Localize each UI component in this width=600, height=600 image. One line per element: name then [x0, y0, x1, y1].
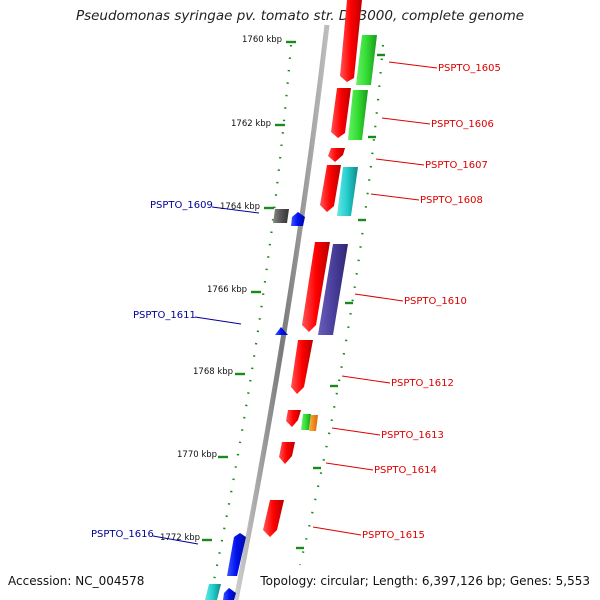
leader-line [370, 193, 420, 201]
ruler-label: 1770 kbp [177, 450, 217, 460]
ruler-label: 1772 kbp [160, 533, 200, 543]
ruler-label: 1768 kbp [193, 367, 233, 377]
feature-blue [223, 588, 236, 600]
leader-line [194, 316, 242, 325]
leader-line [312, 526, 362, 536]
gene-label[interactable]: PSPTO_1608 [420, 195, 483, 206]
gene-label[interactable]: PSPTO_1605 [438, 63, 501, 74]
gene-pspto-1610[interactable] [302, 242, 330, 332]
leader-line [375, 158, 425, 166]
map-title: Pseudomonas syringae pv. tomato str. DC3… [75, 8, 525, 24]
left-gene-labels: PSPTO_1609 PSPTO_1611 PSPTO_1616 [91, 200, 260, 545]
genome-summary-text: Topology: circular; Length: 6,397,126 bp… [260, 574, 590, 588]
feature-green [301, 414, 311, 430]
gene-pspto-1612[interactable] [291, 340, 313, 394]
feature-purple [318, 244, 348, 335]
ruler-label: 1760 kbp [242, 35, 282, 45]
gene-label[interactable]: PSPTO_1607 [425, 160, 488, 171]
gene-label[interactable]: PSPTO_1613 [381, 430, 444, 441]
scale-ruler-major-ticks [202, 40, 296, 542]
gene-label[interactable]: PSPTO_1606 [431, 119, 494, 130]
right-gene-labels: PSPTO_1605 PSPTO_1606 PSPTO_1607 PSPTO_1… [312, 61, 501, 541]
leader-line [388, 61, 438, 69]
forward-genes [263, 0, 377, 537]
gene-label[interactable]: PSPTO_1615 [362, 530, 425, 541]
accession-text: Accession: NC_004578 [8, 574, 145, 588]
gene-label[interactable]: PSPTO_1610 [404, 296, 467, 307]
gene-label[interactable]: PSPTO_1609 [150, 200, 213, 211]
ruler-label: 1764 kbp [220, 202, 260, 212]
ruler-label: 1762 kbp [231, 119, 271, 129]
leader-line [152, 535, 199, 545]
leader-line [325, 462, 374, 471]
gene-pspto-1607[interactable] [328, 148, 345, 162]
gene-pspto-1608[interactable] [320, 165, 341, 212]
gene-pspto-1614[interactable] [279, 442, 295, 464]
leader-line [331, 427, 381, 436]
feature-green [356, 35, 377, 85]
leader-line [341, 375, 391, 384]
gene-label[interactable]: PSPTO_1611 [133, 310, 196, 321]
gene-pspto-1613[interactable] [286, 410, 301, 427]
gene-pspto-1606[interactable] [331, 88, 351, 138]
gene-pspto-1609[interactable] [291, 212, 305, 226]
leader-line [211, 206, 260, 214]
feature-orange [309, 415, 318, 431]
scale-ruler [210, 44, 293, 591]
ruler-label: 1766 kbp [207, 285, 247, 295]
gene-pspto-1609-gray [273, 209, 289, 223]
leader-line [354, 293, 404, 302]
gene-pspto-1605[interactable] [340, 0, 362, 82]
feature-cyan [205, 584, 221, 600]
feature-cyan [337, 167, 358, 216]
leader-line [381, 117, 431, 125]
scale-ruler-right-ticks [296, 53, 385, 550]
gene-label[interactable]: PSPTO_1616 [91, 529, 154, 540]
feature-green [348, 90, 368, 140]
gene-pspto-1611[interactable] [275, 327, 288, 335]
gene-label[interactable]: PSPTO_1612 [391, 378, 454, 389]
reverse-genes [205, 209, 305, 600]
scale-ruler-labels: 1760 kbp 1762 kbp 1764 kbp 1766 kbp 1768… [160, 35, 282, 543]
genome-backbone [233, 24, 330, 600]
gene-label[interactable]: PSPTO_1614 [374, 465, 437, 476]
gene-pspto-1615[interactable] [263, 500, 284, 537]
gene-pspto-1616[interactable] [227, 533, 246, 576]
